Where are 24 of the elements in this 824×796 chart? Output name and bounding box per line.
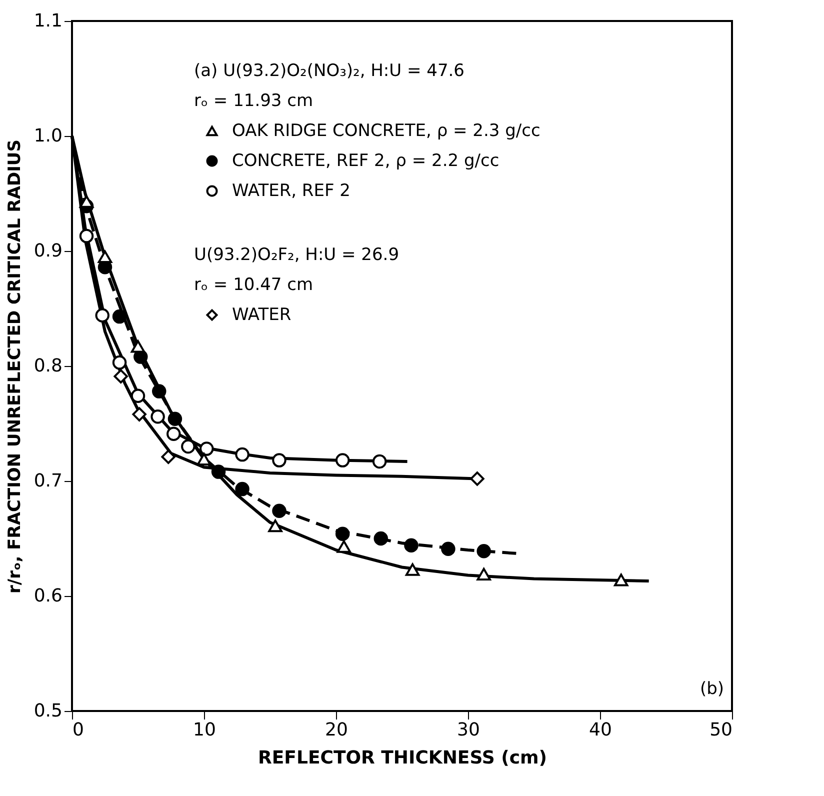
legend-label: CONCRETE, REF 2, ρ = 2.2 g/cc (232, 151, 500, 171)
annotation: rₒ = 10.47 cm (194, 275, 314, 295)
annotation: (a) U(93.2)O₂(NO₃)₂, H:U = 47.6 (194, 61, 464, 81)
annotation: rₒ = 11.93 cm (194, 91, 314, 111)
x-tick-label: 30 (457, 720, 480, 740)
legend-label: WATER (232, 305, 292, 325)
x-tick-label: 40 (589, 720, 612, 740)
annotation: U(93.2)O₂F₂, H:U = 26.9 (194, 245, 400, 265)
y-axis-title: r/rₒ, FRACTION UNREFLECTED CRITICAL RADIUS (4, 140, 25, 594)
y-tick-label: 1.0 (34, 126, 62, 146)
legend-label: OAK RIDGE CONCRETE, ρ = 2.3 g/cc (232, 121, 540, 141)
y-tick-label: 1.1 (34, 10, 62, 32)
x-axis-title: REFLECTOR THICKNESS (cm) (258, 748, 547, 768)
x-tick-label: 0 (72, 720, 84, 740)
x-tick-label: 20 (325, 720, 348, 740)
legend-label: WATER, REF 2 (232, 181, 350, 201)
x-tick-label: 10 (193, 720, 216, 740)
y-tick-label: 0.9 (34, 240, 62, 262)
y-tick-label: 0.7 (34, 470, 62, 492)
annotation: (b) (700, 679, 724, 699)
y-tick-label: 0.5 (34, 700, 62, 722)
y-tick-label: 0.6 (34, 586, 62, 606)
x-tick-label: 50 (710, 720, 732, 740)
y-tick-label: 0.8 (34, 356, 62, 376)
